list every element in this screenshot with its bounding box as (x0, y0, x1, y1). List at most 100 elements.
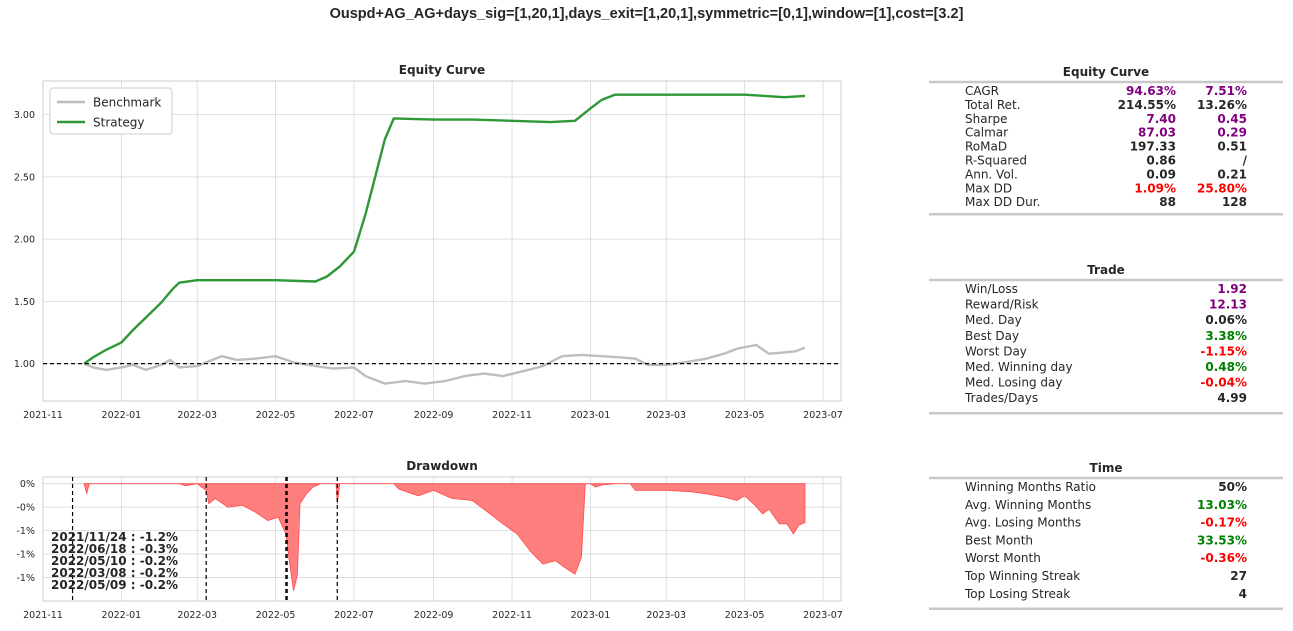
equity-stats-table: Equity Curve CAGR 94.63% 7.51% Total Ret. 214… (929, 65, 1283, 216)
x-tick-label: 2022-03 (177, 610, 217, 621)
table-row-label: CAGR (965, 84, 999, 98)
panel-title: Drawdown (406, 459, 478, 473)
table-row-label: R-Squared (965, 154, 1027, 168)
table-value-benchmark: 0.51 (1217, 140, 1247, 154)
table-row-label: Worst Month (965, 551, 1041, 565)
table-value: 3.38% (1205, 329, 1247, 343)
drawdown-panel: 2021-11 2022-01 2022-03 2022-05 2022-07 2022-… (17, 459, 843, 621)
drawdown-annotation: 2022/06/18 : -0.3% (51, 542, 178, 556)
table-row-label: Win/Loss (965, 282, 1018, 296)
trade-stats-table: Trade Win/Loss 1.92 Reward/Risk 12.13 Med. Da… (929, 263, 1283, 415)
table-value-strategy: 88 (1159, 195, 1176, 209)
y-tick-label: -0% (17, 503, 36, 514)
table-value-benchmark: 128 (1222, 195, 1247, 209)
table-value: 50% (1218, 480, 1247, 494)
x-tick-label: 2022-07 (334, 610, 374, 621)
x-tick-label: 2021-11 (23, 410, 63, 421)
series-line-benchmark (83, 343, 806, 385)
x-tick-label: 2023-07 (803, 410, 843, 421)
equity-curve-panel: 2021-11 2022-01 2022-03 2022-05 2022-07 2022-… (14, 63, 843, 421)
table-value: 4.99 (1217, 391, 1247, 405)
y-tick-label: 1.50 (14, 297, 35, 308)
table-value: 1.92 (1217, 282, 1247, 296)
x-tick-label: 2023-01 (571, 610, 611, 621)
table-value-benchmark: 0.29 (1217, 126, 1247, 140)
table-row-label: Top Losing Streak (964, 587, 1070, 601)
x-tick-label: 2023-07 (803, 610, 843, 621)
legend-label-strategy: Strategy (93, 116, 144, 130)
table-row-label: Ann. Vol. (965, 167, 1018, 181)
table-value-strategy: 94.63% (1126, 84, 1176, 98)
x-tick-label: 2022-07 (334, 410, 374, 421)
x-tick-label: 2023-03 (646, 610, 686, 621)
table-title: Equity Curve (1063, 65, 1149, 79)
plot-frame (42, 476, 842, 602)
table-value-strategy: 1.09% (1134, 181, 1176, 195)
x-tick-label: 2022-05 (256, 410, 296, 421)
x-tick-label: 2022-09 (414, 610, 454, 621)
table-value: -0.36% (1200, 551, 1247, 565)
table-row-label: Med. Winning day (965, 360, 1073, 374)
table-row-label: Avg. Winning Months (965, 498, 1091, 512)
table-value-benchmark: / (1243, 154, 1248, 168)
table-value-benchmark: 0.45 (1217, 112, 1247, 126)
table-value-strategy: 87.03 (1138, 126, 1176, 140)
drawdown-area (83, 483, 806, 591)
table-value: 27 (1230, 569, 1247, 583)
table-title: Time (1090, 461, 1123, 475)
table-value-benchmark: 7.51% (1205, 84, 1247, 98)
y-tick-label: 1.00 (14, 359, 35, 370)
drawdown-annotation: 2022/05/10 : -0.2% (51, 554, 178, 568)
y-tick-label: 3.00 (14, 110, 35, 121)
y-tick-label: -1% (17, 573, 36, 584)
table-value-benchmark: 13.26% (1197, 98, 1247, 112)
table-row-label: Best Month (965, 533, 1033, 547)
table-value-strategy: 214.55% (1118, 98, 1176, 112)
x-tick-label: 2022-01 (102, 410, 142, 421)
drawdown-annotation: 2022/05/09 : -0.2% (51, 578, 178, 592)
x-tick-label: 2022-11 (492, 410, 532, 421)
x-tick-label: 2022-05 (256, 610, 296, 621)
table-row-label: Top Winning Streak (964, 569, 1080, 583)
table-row-label: Med. Day (965, 313, 1022, 327)
x-tick-label: 2022-11 (492, 610, 532, 621)
x-tick-label: 2023-05 (725, 410, 765, 421)
table-value: 12.13 (1209, 298, 1247, 312)
table-row-label: Avg. Losing Months (965, 516, 1081, 530)
table-value-benchmark: 0.21 (1217, 167, 1247, 181)
x-tick-label: 2023-03 (646, 410, 686, 421)
table-value-benchmark: 25.80% (1197, 181, 1247, 195)
legend: Benchmark Strategy (49, 87, 173, 135)
table-row-label: Max DD Dur. (965, 195, 1040, 209)
table-title: Trade (1087, 263, 1125, 277)
table-value: 4 (1239, 587, 1247, 601)
legend-label-benchmark: Benchmark (93, 96, 161, 110)
table-value-strategy: 0.09 (1146, 167, 1176, 181)
x-tick-label: 2022-09 (414, 410, 454, 421)
table-value: 0.48% (1205, 360, 1247, 374)
drawdown-annotation: 2022/03/08 : -0.2% (51, 566, 178, 580)
table-row-label: Trades/Days (964, 391, 1038, 405)
table-value: -0.04% (1200, 376, 1247, 390)
panel-title: Equity Curve (399, 63, 485, 77)
table-row-label: Sharpe (965, 112, 1008, 126)
drawdown-annotation: 2021/11/24 : -1.2% (51, 530, 178, 544)
y-tick-label: -1% (17, 550, 36, 561)
table-row-label: Winning Months Ratio (965, 480, 1096, 494)
y-tick-label: 2.50 (14, 172, 35, 183)
table-value: 0.06% (1205, 313, 1247, 327)
y-tick-label: 0% (20, 479, 35, 490)
table-row-label: RoMaD (965, 140, 1007, 154)
y-tick-label: -1% (17, 526, 36, 537)
series-line-strategy (83, 93, 806, 365)
x-tick-label: 2023-01 (571, 410, 611, 421)
plot-frame (42, 80, 842, 402)
figure-title: Ouspd+AG_AG+days_sig=[1,20,1],days_exit=… (329, 6, 964, 22)
table-value: 33.53% (1197, 533, 1247, 547)
table-row-label: Total Ret. (964, 98, 1021, 112)
table-value-strategy: 7.40 (1146, 112, 1176, 126)
table-row-label: Best Day (965, 329, 1019, 343)
x-tick-label: 2023-05 (725, 610, 765, 621)
y-tick-label: 2.00 (14, 235, 35, 246)
